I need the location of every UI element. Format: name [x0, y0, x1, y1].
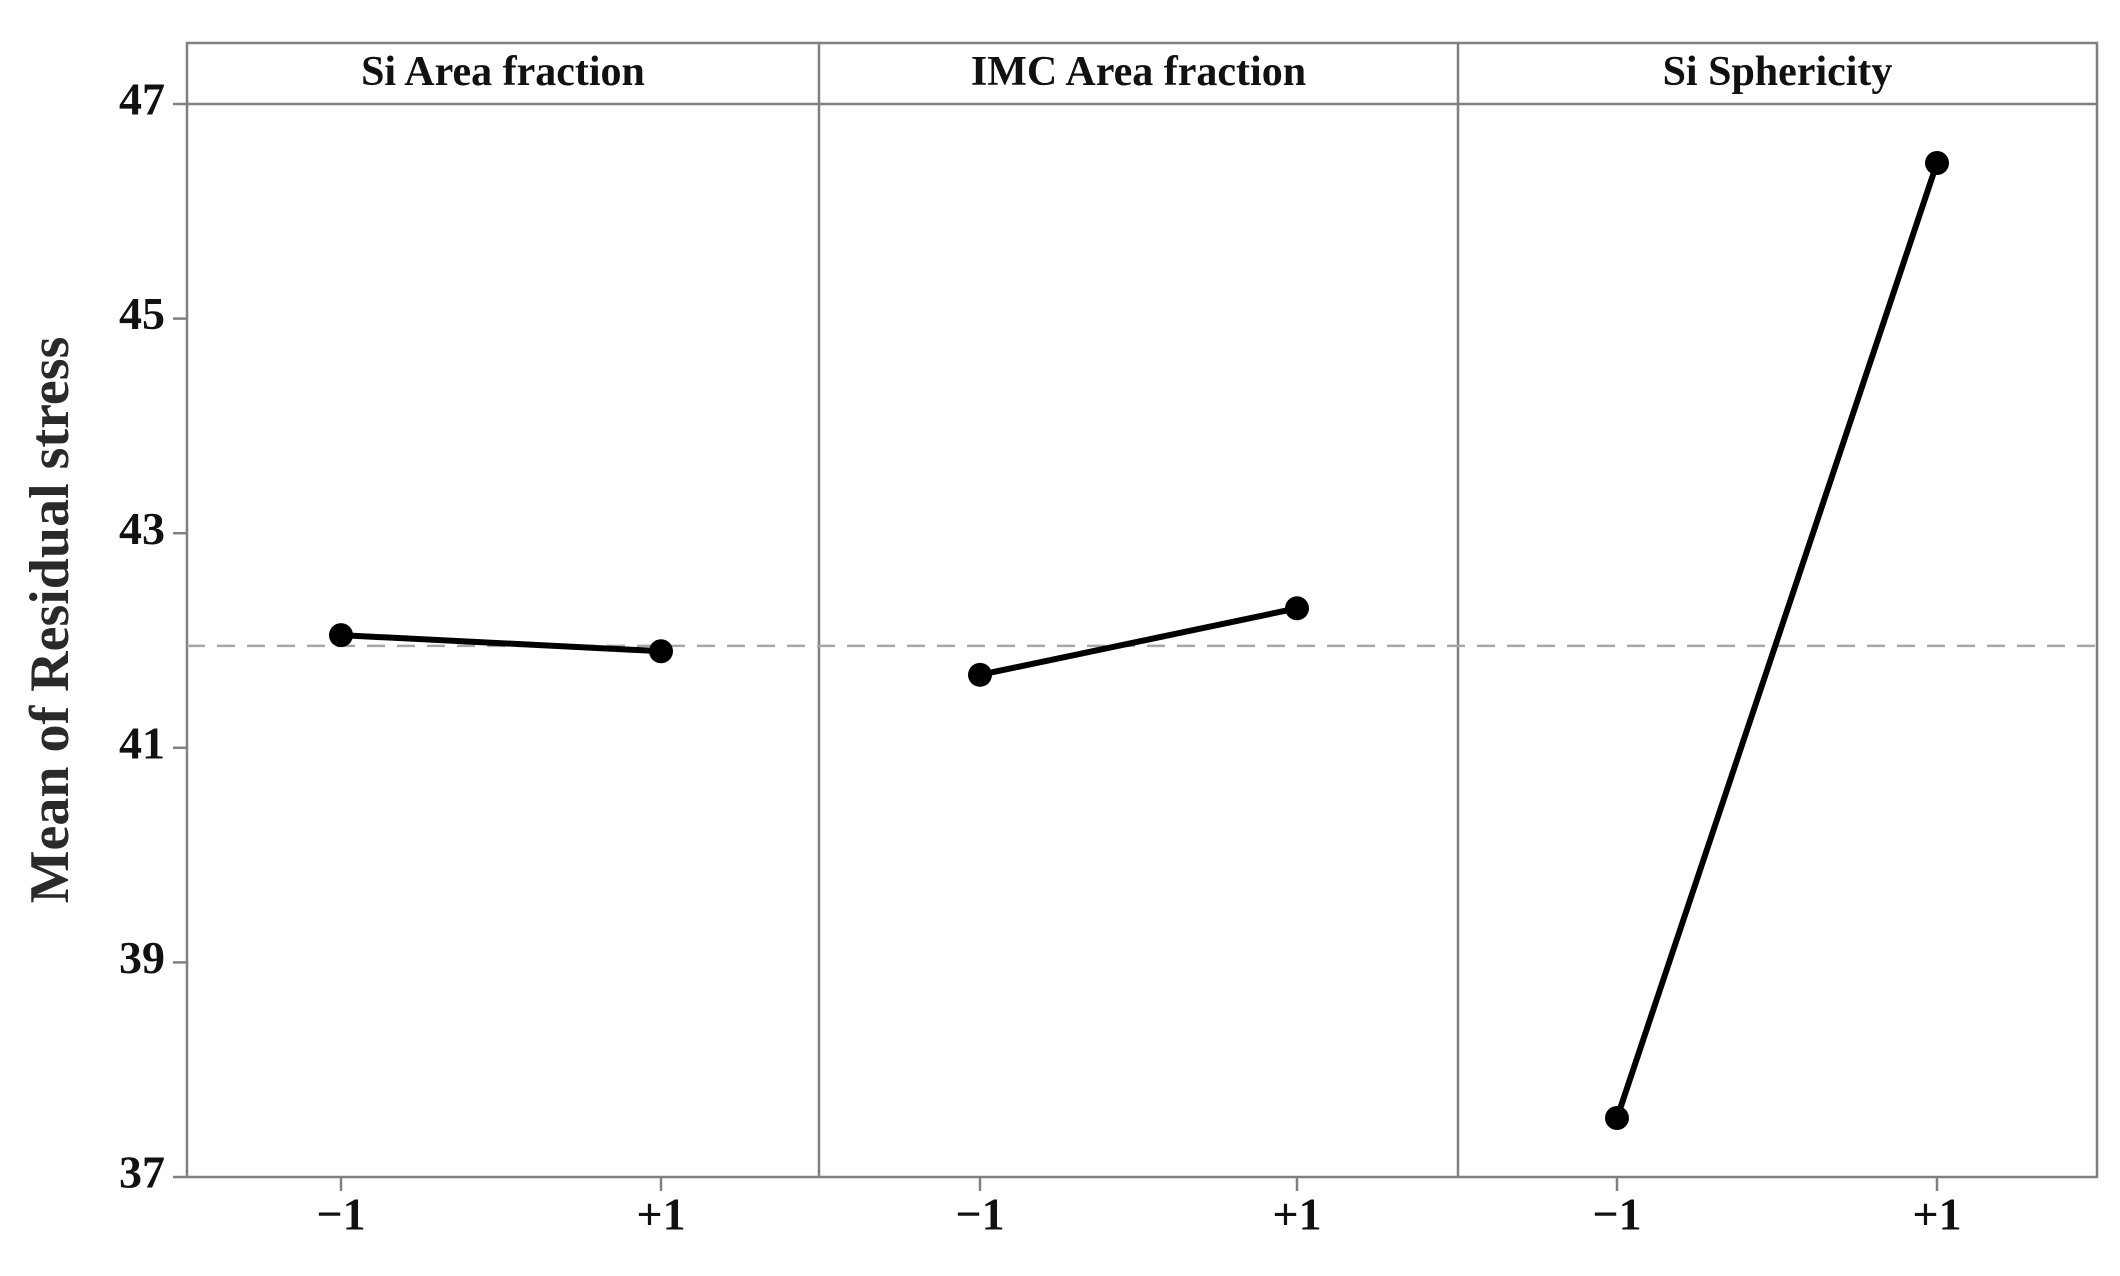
- y-tick-label: 47: [119, 74, 165, 125]
- x-tick-label: −1: [955, 1189, 1004, 1240]
- x-tick-label: +1: [1912, 1189, 1961, 1240]
- data-point-marker: [1925, 151, 1949, 176]
- data-point-marker: [329, 623, 353, 648]
- series-layer: [329, 151, 1949, 1130]
- x-tick-label: −1: [316, 1189, 365, 1240]
- y-tick-label: 41: [119, 717, 165, 768]
- panel-title: IMC Area fraction: [971, 49, 1306, 95]
- data-point-marker: [1605, 1105, 1629, 1130]
- x-tick-label: +1: [1272, 1189, 1321, 1240]
- frame-layer: [173, 41, 2099, 1191]
- x-tick-label: −1: [1592, 1189, 1641, 1240]
- x-tick-label: +1: [636, 1189, 685, 1240]
- panel-title: Si Sphericity: [1663, 49, 1893, 95]
- data-point-marker: [968, 662, 992, 687]
- label-layer: 37 39 41 43 45 47 Mean of Residual stress Si Ar…: [19, 49, 1962, 1239]
- y-tick-label: 45: [119, 288, 165, 339]
- data-point-marker: [649, 639, 673, 664]
- y-axis-title: Mean of Residual stress: [19, 337, 81, 904]
- main-effect-line: [338, 632, 664, 655]
- y-tick-label: 43: [119, 503, 165, 554]
- y-tick-label: 39: [119, 932, 165, 983]
- main-effect-line: [977, 605, 1300, 678]
- main-effect-line: [1614, 160, 1940, 1121]
- plot-frame: [185, 41, 2099, 1179]
- y-tick-label: 37: [119, 1147, 165, 1198]
- data-point-marker: [1285, 596, 1309, 621]
- panel-title: Si Area fraction: [361, 49, 645, 95]
